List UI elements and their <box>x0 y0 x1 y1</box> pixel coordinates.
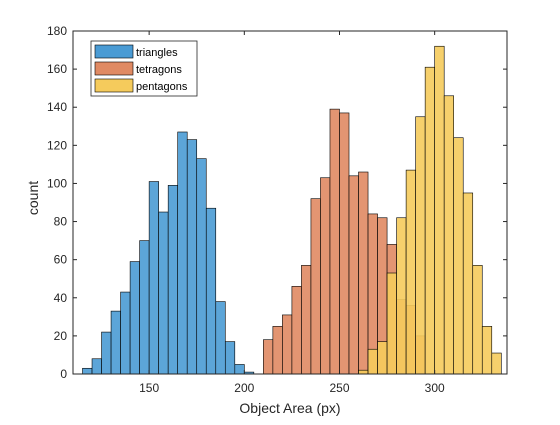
bar-triangles-165 <box>177 131 188 375</box>
x-tick-label: 300 <box>425 381 445 395</box>
bar-triangles-180 <box>205 207 217 375</box>
bar-triangles-190 <box>224 341 236 375</box>
bar-pentagons-290 <box>415 116 426 375</box>
bar-pentagons-330 <box>491 352 502 375</box>
bar-triangles-120 <box>91 358 102 375</box>
y-tick-label: 100 <box>47 176 67 190</box>
legend-swatch-triangles <box>94 44 134 59</box>
bar-tetragons-225 <box>291 286 302 375</box>
bar-pentagons-275 <box>386 272 397 375</box>
bar-tetragons-255 <box>348 175 359 375</box>
y-tick-label: 80 <box>54 215 68 229</box>
bar-pentagons-295 <box>424 66 435 375</box>
y-tick-label: 120 <box>47 138 67 152</box>
bar-tetragons-240 <box>320 177 331 375</box>
y-tick-label: 160 <box>47 62 67 76</box>
bar-pentagons-270 <box>377 341 388 375</box>
bar-tetragons-260 <box>358 171 369 375</box>
bar-triangles-185 <box>215 301 226 375</box>
bar-triangles-130 <box>110 310 121 375</box>
y-tick-label: 0 <box>60 367 67 381</box>
bar-pentagons-310 <box>453 137 464 375</box>
bar-triangles-125 <box>101 331 112 375</box>
y-tick-label: 20 <box>54 329 68 343</box>
y-tick-label: 60 <box>54 253 68 267</box>
y-tick-label: 180 <box>47 24 67 38</box>
bar-tetragons-210 <box>263 339 274 375</box>
bar-triangles-115 <box>82 367 93 375</box>
x-tick-label: 200 <box>234 381 254 395</box>
bar-pentagons-285 <box>405 169 416 375</box>
legend-label-triangles: triangles <box>136 47 178 59</box>
bar-pentagons-300 <box>434 45 445 375</box>
bar-pentagons-280 <box>396 217 407 375</box>
bars-layer <box>82 45 502 375</box>
bar-tetragons-245 <box>329 108 340 375</box>
y-axis-label: count <box>25 181 41 215</box>
bar-pentagons-265 <box>367 348 378 375</box>
legend: triangles tetragons pentagons <box>90 40 198 97</box>
bar-tetragons-215 <box>272 326 283 375</box>
bar-pentagons-315 <box>462 192 474 375</box>
bar-tetragons-250 <box>339 112 350 375</box>
legend-label-pentagons: pentagons <box>136 81 188 93</box>
legend-label-tetragons: tetragons <box>136 64 182 76</box>
legend-swatch-tetragons <box>94 61 134 76</box>
bar-pentagons-320 <box>472 265 483 375</box>
x-axis-label: Object Area (px) <box>239 400 340 416</box>
bar-triangles-195 <box>234 364 245 375</box>
bar-triangles-160 <box>167 185 178 375</box>
y-tick-label: 140 <box>47 100 67 114</box>
axes-box <box>72 30 508 375</box>
x-tick-label: 150 <box>139 381 159 395</box>
y-tick-label: 40 <box>54 291 68 305</box>
bar-triangles-140 <box>129 261 140 375</box>
bar-triangles-150 <box>148 181 159 375</box>
ticks-layer: 150 200 250 300 0 20 40 60 80 100 120 140 160 180 <box>47 24 507 395</box>
bar-triangles-145 <box>139 240 150 375</box>
bar-tetragons-235 <box>310 198 321 375</box>
bar-triangles-170 <box>186 139 198 375</box>
bar-pentagons-305 <box>443 95 455 375</box>
bar-pentagons-325 <box>481 326 493 375</box>
bar-triangles-155 <box>158 211 169 375</box>
bar-triangles-175 <box>196 158 207 375</box>
bar-tetragons-220 <box>282 314 293 375</box>
legend-swatch-pentagons <box>94 78 134 93</box>
x-tick-label: 250 <box>329 381 349 395</box>
bar-pentagons-260 <box>358 369 369 375</box>
bar-tetragons-230 <box>301 265 312 375</box>
bar-triangles-135 <box>120 291 131 375</box>
